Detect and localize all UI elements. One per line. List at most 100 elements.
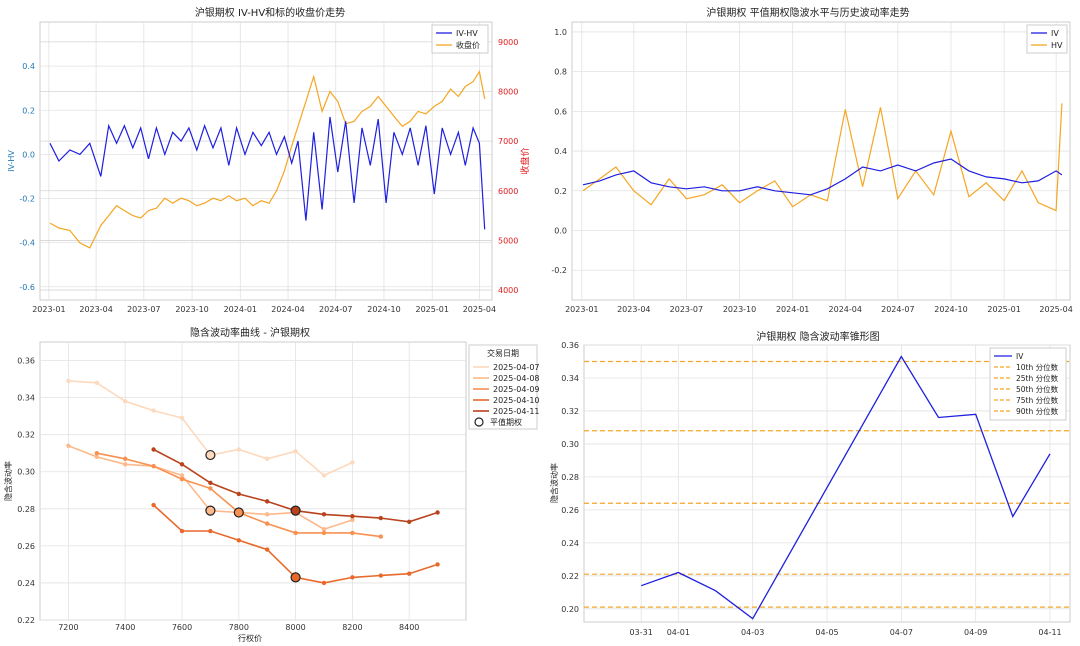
p3-x-tick-label: 7400: [115, 623, 135, 632]
smile-point: [265, 521, 270, 526]
p4-y-tick-label: 0.30: [561, 440, 579, 449]
smile-point: [350, 460, 355, 465]
panel3-title: 隐含波动率曲线 - 沪银期权: [190, 326, 310, 339]
smile-point: [151, 463, 156, 469]
atm-marker-2025-04-09: [233, 507, 244, 518]
smile-point: [151, 408, 156, 413]
p2-y-tick-label: 0.2: [554, 187, 567, 196]
panel1-legend: IV-HV 收盘价: [431, 24, 489, 54]
smile-point: [179, 528, 185, 534]
p2-y-tick-label: 0.4: [554, 147, 567, 156]
panel3-legend-items: 2025-04-07 2025-04-08 2025-04-09 2025-04-10…: [473, 363, 540, 416]
smile-point: [265, 499, 270, 504]
p1-y-right-tick-label: 5000: [498, 236, 518, 245]
p1-y-right-tick-label: 6000: [498, 187, 518, 196]
smile-point: [179, 415, 185, 421]
p4-x-tick-label: 04-07: [890, 628, 913, 637]
atm-marker-2025-04-10: [290, 572, 301, 583]
panel2-x-ticks: 2023-01 2023-04 2023-07 2023-10 2024-01 2024-…: [565, 305, 1073, 314]
p1-y-right-tick-label: 7000: [498, 137, 518, 146]
smile-point: [407, 519, 412, 524]
p3-y-tick-label: 0.36: [17, 357, 35, 366]
legend-label-2025-04-07: 2025-04-07: [493, 363, 540, 372]
p1-y-tick-label: 0.4: [22, 62, 35, 71]
p1-y-tick-label: -0.6: [19, 283, 35, 292]
smile-point: [179, 476, 185, 482]
legend-label-2025-04-10: 2025-04-10: [493, 396, 540, 405]
panel1-legend-ivhv: IV-HV: [456, 29, 478, 38]
panel2-series: [582, 103, 1063, 212]
p4-y-tick-label: 0.34: [561, 374, 579, 383]
panel1-y-ticks: -0.6 -0.4 -0.2 0.0 0.2 0.4: [19, 62, 35, 292]
smile-point: [350, 575, 355, 580]
p1-y-right-tick-label: 9000: [498, 38, 518, 47]
p3-x-tick-label: 7800: [229, 623, 249, 632]
p3-x-tick-label: 8400: [399, 623, 419, 632]
p1-x-tick-label: 2023-04: [79, 305, 112, 314]
p4-x-tick-label: 03-31: [630, 628, 653, 637]
p2-x-tick-label: 2023-10: [723, 305, 756, 314]
p2-x-tick-label: 2024-07: [881, 305, 914, 314]
smile-point: [66, 443, 71, 448]
legend-label-2025-04-11: 2025-04-11: [493, 407, 540, 416]
smile-point: [378, 534, 383, 539]
p2-x-tick-label: 2025-04: [1039, 305, 1072, 314]
p3-x-tick-label: 8000: [285, 623, 305, 632]
panel3-legend: 交易日期 2025-04-072025-04-082025-04-092025-…: [468, 344, 540, 430]
series-iv-cone-line: [640, 355, 1051, 620]
p1-x-tick-label: 2024-07: [319, 305, 352, 314]
smile-point: [179, 462, 185, 467]
p4-x-tick-label: 04-09: [964, 628, 987, 637]
p4-y-tick-label: 0.24: [561, 539, 579, 548]
smile-point: [208, 480, 213, 486]
p3-x-tick-label: 7600: [172, 623, 192, 632]
series-iv-line: [582, 158, 1063, 196]
p1-x-tick-label: 2024-04: [271, 305, 304, 314]
p2-x-tick-label: 2024-01: [776, 305, 809, 314]
p1-y-tick-label: 0.0: [22, 150, 35, 159]
smile-point: [236, 491, 241, 497]
atm-marker-2025-04-11: [290, 505, 301, 516]
p4-x-tick-label: 04-01: [667, 628, 690, 637]
p4-y-tick-label: 0.26: [561, 506, 579, 515]
p2-y-tick-label: 1.0: [554, 28, 567, 37]
atm-legend-marker: [474, 417, 484, 427]
smile-point: [208, 486, 213, 491]
smile-point: [179, 473, 185, 478]
smile-point: [293, 449, 298, 454]
panel1-plot-frame: [39, 21, 493, 301]
panel4-title: 沪银期权 隐含波动率锥形图: [756, 330, 879, 343]
panel-iv-hv: 沪银期权 平值期权隐波水平与历史波动率走势 2023-01 2023-04 2023…: [551, 6, 1072, 314]
smile-point: [321, 580, 327, 586]
panel1-grid: [40, 22, 492, 300]
p4-legend-label: IV: [1016, 352, 1024, 361]
smile-point: [321, 473, 327, 478]
p3-y-tick-label: 0.22: [17, 616, 35, 625]
p2-x-tick-label: 2024-10: [934, 305, 967, 314]
p1-y-tick-label: -0.2: [19, 195, 35, 204]
p2-y-tick-label: 0.8: [554, 68, 567, 77]
smile-point: [94, 451, 100, 456]
p2-x-tick-label: 2025-01: [987, 305, 1020, 314]
smile-point: [350, 517, 355, 523]
p1-x-tick-label: 2023-07: [127, 305, 160, 314]
smile-point: [151, 502, 156, 508]
panel1-legend-close: 收盘价: [456, 40, 480, 50]
p2-y-tick-label: 0.0: [554, 227, 567, 236]
p4-legend-label: 90th 分位数: [1016, 406, 1059, 416]
p2-x-tick-label: 2024-04: [829, 305, 862, 314]
panel4-y-ticks: 0.20 0.22 0.24 0.26 0.28 0.30 0.32 0.34 0.36: [561, 341, 579, 614]
smile-point: [321, 526, 327, 532]
series-ivhv-line: [49, 116, 486, 230]
smile-point: [350, 530, 355, 536]
panel1-ylabel-right: 收盘价: [519, 147, 531, 174]
panel-ivhv-close: 沪银期权 IV-HV和标的收盘价走势 IV-HV 收盘价 2023-01 2023…: [7, 6, 531, 314]
panel3-grid: [40, 342, 466, 621]
panel1-y-ticks-right: 4000 5000 6000 7000 8000 9000: [498, 38, 518, 295]
p4-legend-label: 75th 分位数: [1016, 395, 1059, 405]
p2-x-tick-label: 2023-04: [617, 305, 650, 314]
smile-point: [378, 515, 383, 521]
panel1-x-ticks: 2023-01 2023-04 2023-07 2023-10 2024-01 2024-…: [32, 305, 496, 314]
